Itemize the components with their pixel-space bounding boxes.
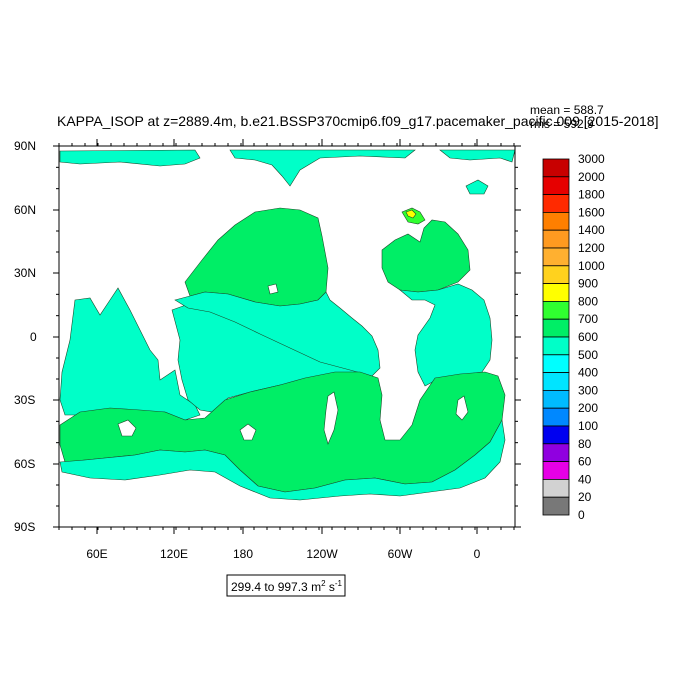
colorbar-level-label: 1000	[578, 259, 605, 273]
colorbar-level-label: 700	[578, 312, 598, 326]
colorbar-level-label: 20	[578, 490, 592, 504]
range-exp2: -1	[335, 579, 343, 588]
x-tick-label: 120W	[306, 547, 338, 561]
colorbar-swatch	[542, 336, 570, 356]
colorbar-level-label: 900	[578, 277, 598, 291]
colorbar-swatch	[542, 300, 570, 320]
colorbar-level-label: 1800	[578, 188, 605, 202]
colorbar-swatch	[542, 354, 570, 373]
colorbar-swatch	[542, 496, 570, 516]
mean-stat: mean = 588.7	[530, 103, 604, 117]
colorbar-level-label: 40	[578, 472, 592, 486]
y-axis-labels: 90N 60N 30N 0 30S 60S 90S	[14, 139, 37, 534]
colorbar-level-label: 1400	[578, 223, 605, 237]
colorbar-level-label: 1200	[578, 241, 605, 255]
colorbar-level-label: 2000	[578, 170, 605, 184]
x-tick-label: 60W	[388, 547, 413, 561]
range-prefix: 299.4 to 997.3 m	[231, 580, 321, 594]
colorbar-swatch	[542, 176, 570, 196]
plot-title: KAPPA_ISOP at z=2889.4m, b.e21.BSSP370cm…	[57, 113, 659, 129]
colorbar-swatch	[542, 283, 570, 302]
campbell-plateau	[239, 423, 257, 441]
colorbar-swatch	[542, 265, 570, 284]
x-tick-label: 120E	[160, 547, 188, 561]
east-pacific-rise-gap	[323, 391, 339, 445]
x-axis-labels: 60E 120E 180 120W 60W 0	[86, 547, 480, 561]
colorbar-level-label: 400	[578, 366, 598, 380]
colorbar-swatch	[542, 194, 570, 213]
y-tick-label: 90N	[14, 139, 36, 153]
colorbar-level-label: 200	[578, 401, 598, 415]
colorbar-level-label: 600	[578, 330, 598, 344]
indian-ocean-region	[59, 287, 201, 421]
ocean-field	[59, 149, 516, 501]
colorbar-swatch	[542, 425, 570, 445]
hawaii-gap	[267, 283, 279, 295]
colorbar-level-label: 80	[578, 437, 592, 451]
arctic-ocean-region-east	[229, 149, 416, 187]
colorbar-level-label: 1600	[578, 205, 605, 219]
norwegian-sea-patch	[465, 179, 489, 195]
y-tick-label: 60N	[14, 203, 36, 217]
colorbar-swatch	[542, 211, 570, 231]
y-tick-label: 30S	[14, 393, 35, 407]
colorbar-level-label: 300	[578, 383, 598, 397]
colorbar-swatch	[542, 318, 570, 338]
mid-atlantic-ridge-gap	[455, 395, 469, 421]
equatorial-pacific-region	[174, 291, 381, 377]
x-tick-label: 180	[233, 547, 253, 561]
x-tick-label: 60E	[86, 547, 107, 561]
y-tick-label: 90S	[14, 520, 35, 534]
range-box	[226, 574, 346, 597]
range-text: 299.4 to 997.3 m2 s-1	[231, 579, 343, 594]
labrador-sea-peak	[405, 209, 417, 219]
colorbar-swatch	[542, 443, 570, 462]
y-tick-label: 60S	[14, 457, 35, 471]
colorbar-swatch	[542, 247, 570, 267]
colorbar-swatch	[542, 229, 570, 249]
colorbar-swatch	[542, 389, 570, 409]
kerguelen-plateau	[117, 419, 137, 437]
colorbar: 3000200018001600140012001000900800700600…	[542, 152, 605, 522]
arctic-ocean-region	[59, 149, 201, 167]
rms-stat: rms = 592.9	[530, 117, 594, 131]
colorbar-level-label: 3000	[578, 152, 605, 166]
x-tick-label: 0	[474, 547, 481, 561]
axis-ticks	[53, 139, 521, 534]
north-atlantic-region	[381, 219, 471, 293]
colorbar-level-label: 0	[578, 508, 585, 522]
colorbar-level-label: 500	[578, 348, 598, 362]
colorbar-level-label: 800	[578, 294, 598, 308]
colorbar-swatch	[542, 158, 570, 178]
colorbar-swatch	[542, 372, 570, 391]
y-tick-label: 0	[30, 330, 37, 344]
colorbar-swatch	[542, 407, 570, 427]
range-mid: s	[326, 580, 335, 594]
y-tick-label: 30N	[14, 266, 36, 280]
range-exp1: 2	[321, 579, 326, 588]
colorbar-swatch	[542, 478, 570, 498]
antarctic-margin-region	[59, 419, 506, 501]
colorbar-level-label: 60	[578, 455, 592, 469]
colorbar-level-label: 100	[578, 419, 598, 433]
colorbar-swatch	[542, 461, 570, 480]
